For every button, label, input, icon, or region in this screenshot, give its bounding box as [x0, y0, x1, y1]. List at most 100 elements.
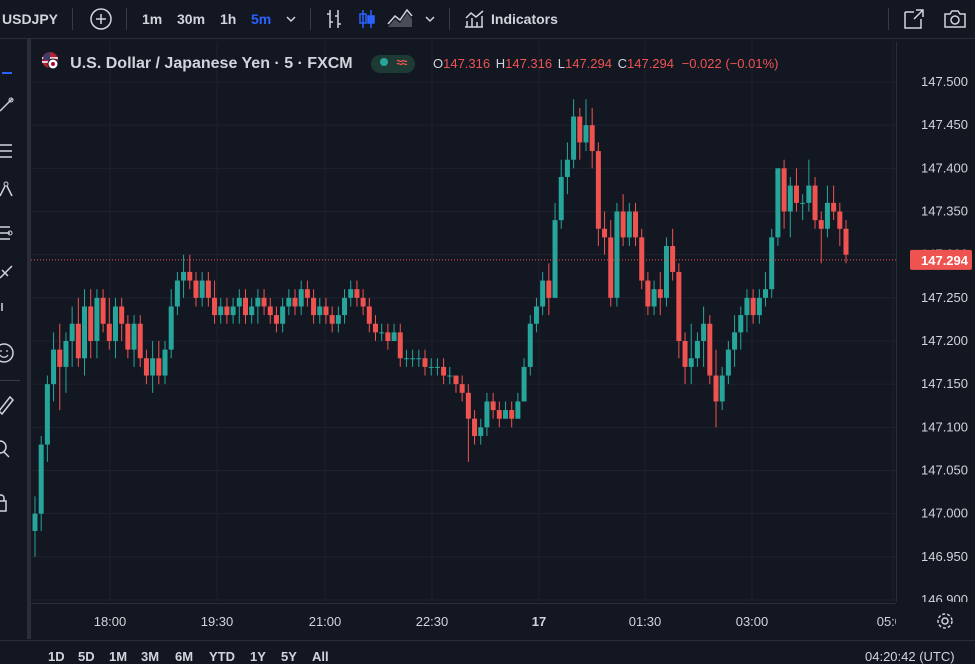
candle-chart-type-icon[interactable]	[355, 7, 379, 36]
candle	[403, 349, 409, 367]
time-axis[interactable]: 18:00 19:30 21:00 22:30 17 01:30 03:00 05:00	[31, 603, 909, 640]
prediction-icon[interactable]	[0, 221, 14, 248]
emoji-icon[interactable]	[0, 341, 14, 370]
candle	[744, 289, 750, 333]
brush-icon[interactable]	[0, 260, 14, 287]
candle-body	[162, 349, 168, 376]
range-3m-button[interactable]: 3M	[141, 649, 160, 664]
candle	[750, 289, 756, 324]
symbol-search[interactable]: USDJPY	[2, 11, 59, 27]
chart-pane[interactable]	[31, 42, 896, 602]
range-6m-button[interactable]: 6M	[175, 649, 194, 664]
candle	[75, 297, 81, 367]
candle-body	[583, 125, 589, 143]
candle	[199, 271, 205, 307]
clock-readout[interactable]: 04:20:42 (UTC)	[865, 649, 955, 664]
candle-body	[738, 315, 744, 333]
candle-body	[719, 375, 725, 402]
price-axis[interactable]: 147.500147.450147.400147.350147.300147.2…	[896, 42, 975, 607]
cursor-icon[interactable]	[0, 53, 14, 80]
time-tick-label: 19:30	[201, 614, 234, 629]
candle-body	[267, 306, 273, 316]
candle	[620, 194, 626, 247]
candle-body	[366, 306, 372, 324]
chevron-down-icon[interactable]	[284, 12, 298, 31]
candle-body	[181, 271, 187, 281]
candle-body	[750, 297, 756, 316]
candle	[663, 237, 669, 307]
candle	[472, 410, 478, 445]
candle-body	[212, 297, 218, 316]
candle	[812, 176, 818, 229]
area-chart-type-icon[interactable]	[386, 7, 414, 36]
range-5y-button[interactable]: 5Y	[281, 649, 297, 664]
interval-1h-button[interactable]: 1h	[220, 11, 237, 27]
candle-body	[490, 401, 496, 411]
range-ytd-button[interactable]: YTD	[209, 649, 235, 664]
gear-icon[interactable]	[935, 611, 955, 636]
candle-body	[756, 297, 762, 316]
candle-body	[527, 323, 533, 367]
candle-body	[428, 366, 434, 368]
pattern-icon[interactable]	[0, 180, 14, 205]
candle	[503, 401, 509, 419]
range-all-button[interactable]: All	[312, 649, 329, 664]
candlestick-chart[interactable]	[31, 42, 896, 602]
candle-body	[391, 332, 397, 341]
market-status-badge[interactable]	[370, 55, 415, 73]
candle-body	[224, 306, 230, 316]
interval-30m-button[interactable]: 30m	[177, 11, 206, 27]
zoom-icon[interactable]	[0, 437, 12, 466]
range-1m-button[interactable]: 1M	[109, 649, 128, 664]
last-price-label: 147.294	[921, 253, 969, 268]
candle	[230, 297, 236, 324]
compare-add-icon[interactable]	[89, 7, 113, 36]
range-5d-button[interactable]: 5D	[78, 649, 95, 664]
interval-5m-button[interactable]: 5m	[251, 11, 272, 27]
candle	[732, 315, 738, 367]
ruler-icon[interactable]	[0, 393, 15, 420]
candle-body	[657, 289, 663, 298]
candle-body	[137, 323, 143, 359]
candle-body	[651, 289, 657, 307]
time-tick-label: 05:00	[877, 614, 896, 629]
lock-icon[interactable]	[0, 491, 10, 520]
candle	[824, 185, 830, 238]
candle-body	[812, 185, 818, 221]
candle-body	[707, 323, 713, 376]
fib-retracement-icon[interactable]	[0, 141, 14, 166]
price-tick-label: 147.050	[921, 463, 968, 478]
candle-body	[769, 237, 775, 290]
candle-body	[125, 323, 131, 350]
candle	[608, 220, 614, 307]
range-1y-button[interactable]: 1Y	[250, 649, 266, 664]
camera-icon[interactable]	[942, 7, 968, 36]
candle	[843, 220, 849, 264]
low-label: L	[557, 55, 565, 71]
candle	[181, 254, 187, 298]
interval-1m-button[interactable]: 1m	[142, 11, 163, 27]
symbol-title[interactable]: U.S. Dollar / Japanese Yen · 5 · FXCM	[70, 54, 353, 72]
candle-body	[533, 306, 539, 324]
candle-body	[187, 271, 193, 281]
candle-body	[372, 323, 378, 333]
indicators-button[interactable]: Indicators	[491, 11, 558, 27]
candle-body	[744, 297, 750, 316]
candle-body	[32, 513, 38, 531]
bar-chart-type-icon[interactable]	[322, 7, 346, 36]
fullscreen-icon[interactable]	[902, 7, 926, 36]
candle	[701, 306, 707, 367]
trend-line-icon[interactable]	[0, 95, 14, 118]
candle	[787, 176, 793, 238]
low-value: 147.294	[564, 55, 612, 71]
last-price-badge	[910, 249, 972, 270]
candle-body	[230, 306, 236, 316]
time-tick-label: 03:00	[736, 614, 769, 629]
candle	[657, 271, 663, 316]
chevron-down-icon[interactable]	[423, 12, 437, 31]
candle	[360, 289, 366, 316]
indicators-icon[interactable]	[462, 7, 486, 36]
candle-body	[571, 116, 577, 160]
range-1d-button[interactable]: 1D	[48, 649, 65, 664]
text-icon[interactable]	[0, 299, 14, 322]
